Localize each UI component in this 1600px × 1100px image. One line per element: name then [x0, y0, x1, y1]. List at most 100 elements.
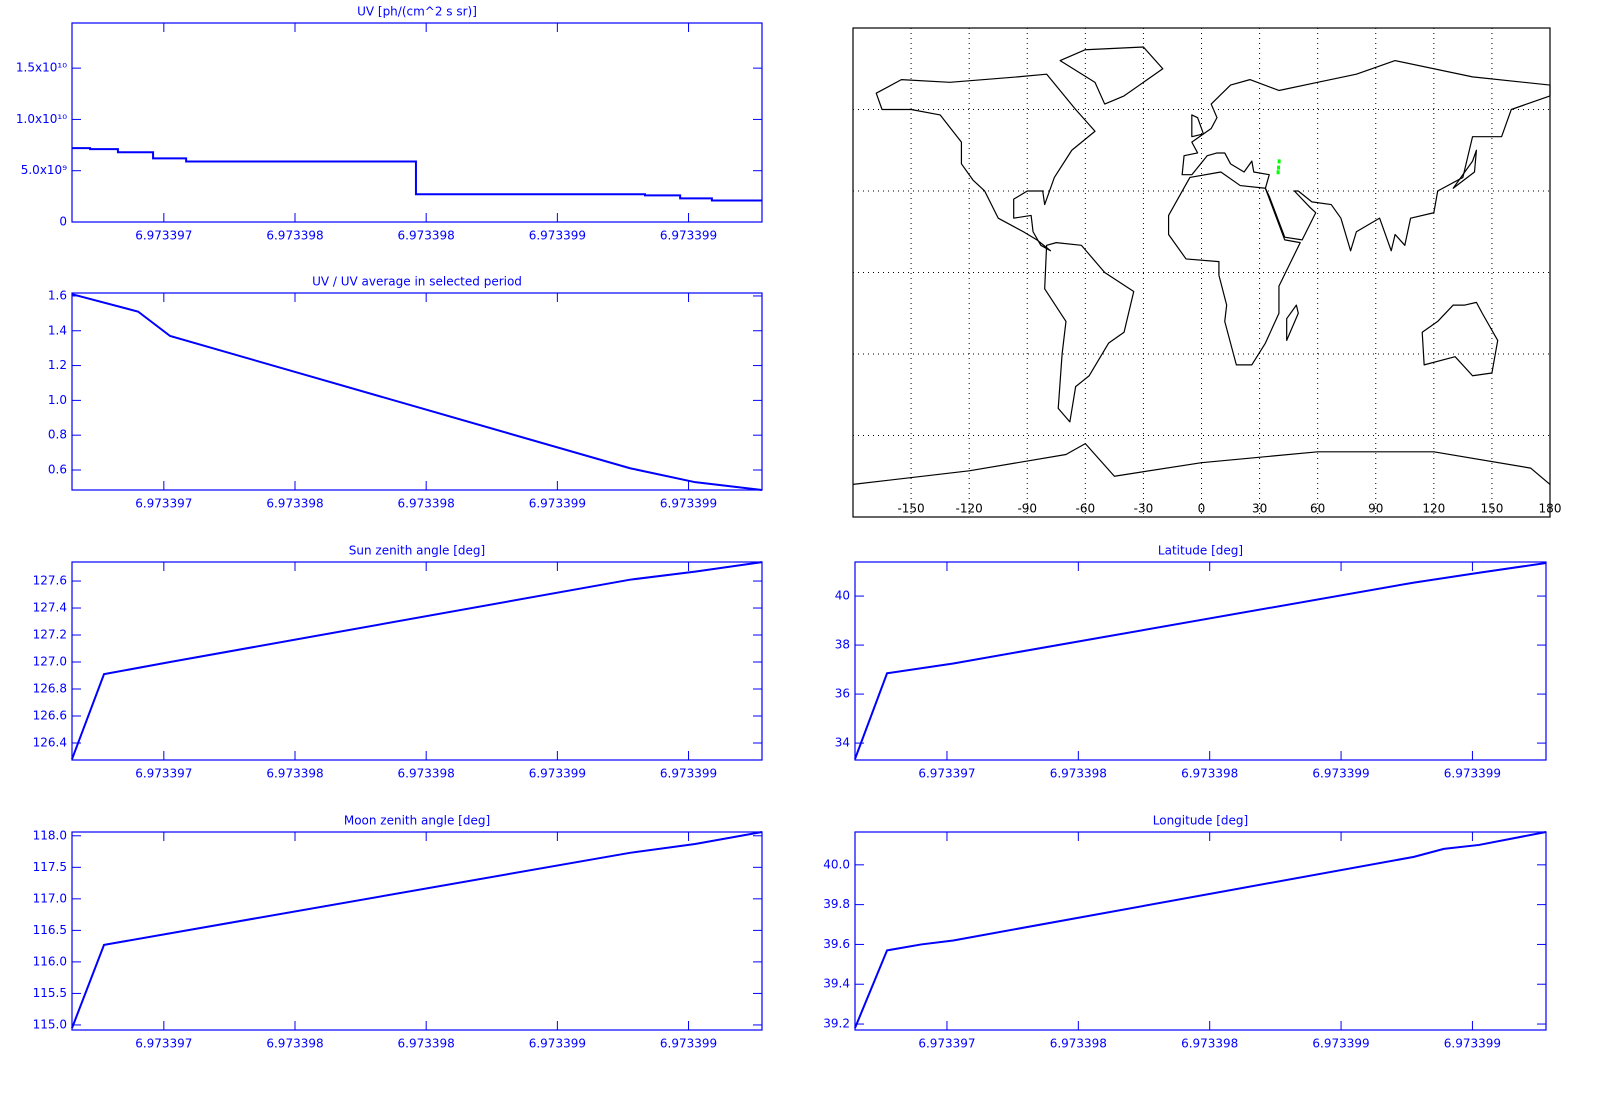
y-tick-label: 117.0: [33, 891, 67, 905]
x-tick-label: 6.973397: [135, 767, 192, 781]
y-tick-label: 116.0: [33, 954, 67, 968]
japan: [1453, 150, 1476, 188]
plot-frame: [71, 292, 763, 491]
x-tick-label: 180: [1539, 502, 1562, 516]
data-line: [71, 293, 763, 491]
x-tick-label: 30: [1252, 502, 1267, 516]
y-tick-label: 127.0: [33, 655, 67, 669]
data-line: [854, 561, 1547, 760]
x-tick-label: 6.973397: [135, 497, 192, 511]
y-tick-label: 0.6: [48, 462, 67, 476]
y-tick-label: 1.0x10¹⁰: [16, 112, 67, 126]
x-tick-label: 6.973399: [1444, 767, 1501, 781]
x-tick-label: 6.973398: [398, 767, 455, 781]
y-tick-label: 1.2: [48, 358, 67, 372]
coastlines: [853, 47, 1550, 484]
data-line: [72, 147, 762, 202]
greenland: [1060, 47, 1163, 104]
y-tick-label: 126.6: [33, 709, 67, 723]
data-line: [71, 561, 763, 760]
x-tick-label: 6.973399: [1444, 1037, 1501, 1051]
chart-title: Latitude [deg]: [1158, 544, 1243, 558]
x-tick-label: 6.973399: [1312, 1037, 1369, 1051]
antarctica: [853, 444, 1550, 485]
y-tick-label: 126.8: [33, 682, 67, 696]
x-tick-label: 6.973398: [266, 767, 323, 781]
x-tick-label: 6.973399: [660, 767, 717, 781]
x-tick-label: 6.973399: [660, 497, 717, 511]
x-tick-label: 6.973399: [529, 767, 586, 781]
britain: [1192, 115, 1204, 137]
x-tick-label: 6.973397: [135, 229, 192, 243]
south-america: [1045, 243, 1134, 422]
x-tick-label: 6.973398: [1050, 1037, 1107, 1051]
plot-frame: [71, 22, 763, 223]
track-point: [1276, 170, 1280, 175]
chart-title: Sun zenith angle [deg]: [349, 544, 485, 558]
x-tick-label: -60: [1076, 502, 1096, 516]
y-tick-label: 115.5: [33, 986, 67, 1000]
y-tick-label: 115.0: [33, 1017, 67, 1031]
y-tick-label: 39.8: [823, 897, 850, 911]
x-tick-label: 6.973399: [660, 1037, 717, 1051]
eurasia: [1182, 61, 1550, 251]
x-tick-label: 6.973398: [398, 497, 455, 511]
x-tick-label: 6.973399: [1312, 767, 1369, 781]
y-tick-label: 118.0: [33, 828, 67, 842]
plot-frame: [854, 831, 1547, 1031]
x-tick-label: 6.973397: [918, 767, 975, 781]
y-tick-label: 1.4: [48, 323, 67, 337]
x-tick-label: -150: [897, 502, 924, 516]
x-tick-label: -30: [1134, 502, 1154, 516]
plot-frame: [71, 561, 763, 761]
north-america: [876, 74, 1095, 251]
africa: [1169, 172, 1301, 365]
y-tick-label: 39.4: [823, 977, 850, 991]
x-tick-label: 6.973398: [398, 1037, 455, 1051]
x-tick-label: 90: [1368, 502, 1383, 516]
x-tick-label: 60: [1310, 502, 1325, 516]
y-tick-label: 116.5: [33, 923, 67, 937]
y-tick-label: 1.6: [48, 288, 67, 302]
x-tick-label: 6.973399: [529, 229, 586, 243]
plot-frame: [854, 561, 1547, 761]
y-tick-label: 117.5: [33, 860, 67, 874]
y-tick-label: 39.2: [823, 1017, 850, 1031]
x-tick-label: 6.973397: [135, 1037, 192, 1051]
chart-title: Moon zenith angle [deg]: [344, 814, 490, 828]
x-tick-label: 6.973398: [398, 229, 455, 243]
x-tick-label: 6.973397: [918, 1037, 975, 1051]
x-tick-label: 6.973398: [266, 229, 323, 243]
x-tick-label: 6.973398: [1181, 767, 1238, 781]
y-tick-label: 127.2: [33, 628, 67, 642]
x-tick-label: 6.973398: [266, 497, 323, 511]
y-tick-label: 1.0: [48, 393, 67, 407]
y-tick-label: 36: [835, 687, 850, 701]
australia: [1422, 302, 1498, 375]
y-tick-label: 126.4: [33, 735, 67, 749]
x-tick-label: 6.973399: [529, 1037, 586, 1051]
madagascar: [1287, 305, 1299, 340]
x-tick-label: 6.973398: [266, 1037, 323, 1051]
x-tick-label: -90: [1017, 502, 1037, 516]
y-tick-label: 127.6: [33, 574, 67, 588]
y-tick-label: 39.6: [823, 937, 850, 951]
y-tick-label: 34: [835, 736, 850, 750]
plot-frame: [71, 831, 763, 1031]
x-tick-label: 0: [1198, 502, 1206, 516]
y-tick-label: 5.0x10⁹: [21, 163, 67, 177]
track-point: [1277, 159, 1281, 164]
track-point: [1277, 165, 1281, 170]
x-tick-label: 6.973398: [1050, 767, 1107, 781]
x-tick-label: -120: [956, 502, 983, 516]
y-tick-label: 1.5x10¹⁰: [16, 61, 67, 75]
y-tick-label: 0.8: [48, 428, 67, 442]
y-tick-label: 38: [835, 638, 850, 652]
x-tick-label: 6.973399: [529, 497, 586, 511]
y-tick-label: 40: [835, 589, 850, 603]
chart-title: UV [ph/(cm^2 s sr)]: [357, 5, 477, 19]
data-line: [71, 831, 763, 1029]
y-tick-label: 0: [59, 215, 67, 229]
